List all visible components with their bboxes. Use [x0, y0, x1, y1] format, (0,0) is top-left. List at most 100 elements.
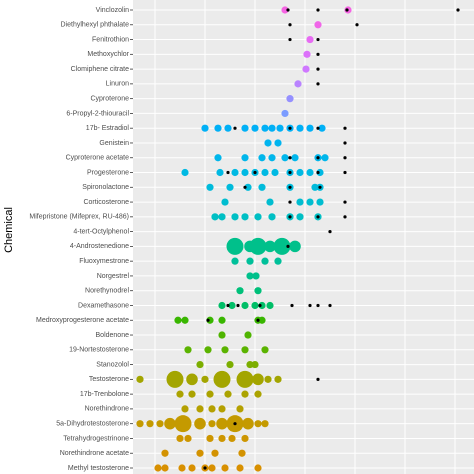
bubble [241, 434, 249, 443]
bubble [188, 390, 196, 398]
bubble [226, 360, 234, 369]
bubble [218, 405, 226, 413]
bubble [214, 154, 222, 162]
bubble [294, 80, 302, 88]
bubble [176, 390, 184, 398]
bubble [216, 417, 228, 430]
black-dot [256, 318, 260, 322]
bubble [316, 168, 324, 177]
bubble [184, 434, 192, 443]
bubble [258, 154, 266, 162]
bubble [254, 213, 262, 221]
bubble [228, 301, 236, 310]
bubble [286, 95, 294, 103]
bubble [224, 390, 232, 398]
bubble [261, 124, 269, 132]
black-dot [258, 303, 262, 308]
black-dot [316, 377, 320, 381]
y-tick-label: Linuron [106, 81, 129, 88]
bubble [236, 287, 244, 295]
bubble [201, 375, 209, 383]
y-tick-label: 19-Nortestosterone [69, 347, 129, 354]
bubble [296, 124, 304, 132]
y-tick-label: 5a-Dihydrotestosterone [56, 421, 129, 428]
bubble [181, 405, 189, 413]
bubble [211, 213, 219, 221]
bubble [214, 124, 222, 132]
bubble [216, 168, 224, 177]
bubble [154, 464, 162, 472]
bubble [211, 449, 219, 457]
y-tick-label: Stanozolol [96, 361, 129, 368]
y-tick-label: Methyl testosterone [68, 465, 129, 472]
y-tick-label: 4-Androstenedione [70, 243, 129, 250]
black-dot [288, 215, 292, 219]
bubble [311, 183, 319, 191]
black-dot [316, 82, 320, 86]
y-tick-label: Dexamethasone [78, 302, 129, 309]
bubble [254, 420, 262, 428]
bubble [252, 373, 264, 386]
bubble [242, 417, 254, 430]
y-tick-label: Cyproterone [90, 95, 129, 102]
bubble [184, 346, 192, 354]
bubble [281, 6, 289, 14]
bubble [231, 213, 239, 221]
y-tick-label: Diethylhexyl phthalate [61, 22, 130, 29]
bubble [208, 405, 216, 413]
black-dot [288, 126, 292, 130]
bubble [208, 464, 216, 472]
bubble [251, 360, 259, 369]
black-dot [316, 170, 320, 175]
black-dot [316, 67, 320, 71]
bubble [174, 316, 182, 324]
bubble [206, 183, 214, 191]
bubble [264, 375, 272, 383]
black-dot [316, 8, 320, 12]
y-tick-label: Fluoxymestrone [79, 258, 129, 265]
y-tick-label: Boldenone [96, 332, 130, 339]
black-dot [288, 156, 292, 160]
bubble [226, 237, 244, 255]
bubble [303, 50, 311, 58]
y-tick-label: Progesterone [87, 169, 129, 176]
bubble [306, 35, 314, 44]
bubble [241, 124, 249, 132]
black-dot [456, 8, 460, 12]
black-dot [226, 303, 230, 308]
bubble [176, 434, 184, 443]
bubble [241, 390, 249, 398]
bubble [206, 316, 214, 324]
black-dot [343, 141, 347, 145]
black-dot [290, 303, 294, 308]
bubble [274, 375, 282, 383]
bubble [241, 168, 249, 177]
bubble [206, 434, 214, 443]
black-dot [355, 23, 359, 27]
y-tick-label: Corticosterone [83, 199, 129, 206]
bubble [261, 257, 269, 265]
bubble [251, 124, 259, 132]
bubble [246, 257, 254, 265]
bubble [244, 183, 252, 191]
bubble [166, 370, 184, 388]
bubble [281, 154, 289, 162]
y-tick-label: Methoxychlor [87, 51, 129, 58]
bubble [296, 213, 304, 221]
black-dot [233, 422, 237, 426]
bubble [316, 198, 324, 206]
bubble [306, 168, 314, 177]
y-tick-label: Norethynodrel [85, 288, 129, 295]
bubble [264, 240, 276, 253]
black-dot [226, 170, 230, 175]
bubble [181, 316, 189, 324]
black-dot [288, 185, 292, 189]
bubble [258, 183, 266, 191]
bubble [241, 213, 249, 221]
black-dot [343, 215, 347, 219]
bubble [136, 375, 144, 383]
bubble [161, 464, 169, 472]
bubble [206, 390, 214, 398]
bubble [164, 417, 176, 430]
bubble [271, 168, 279, 177]
